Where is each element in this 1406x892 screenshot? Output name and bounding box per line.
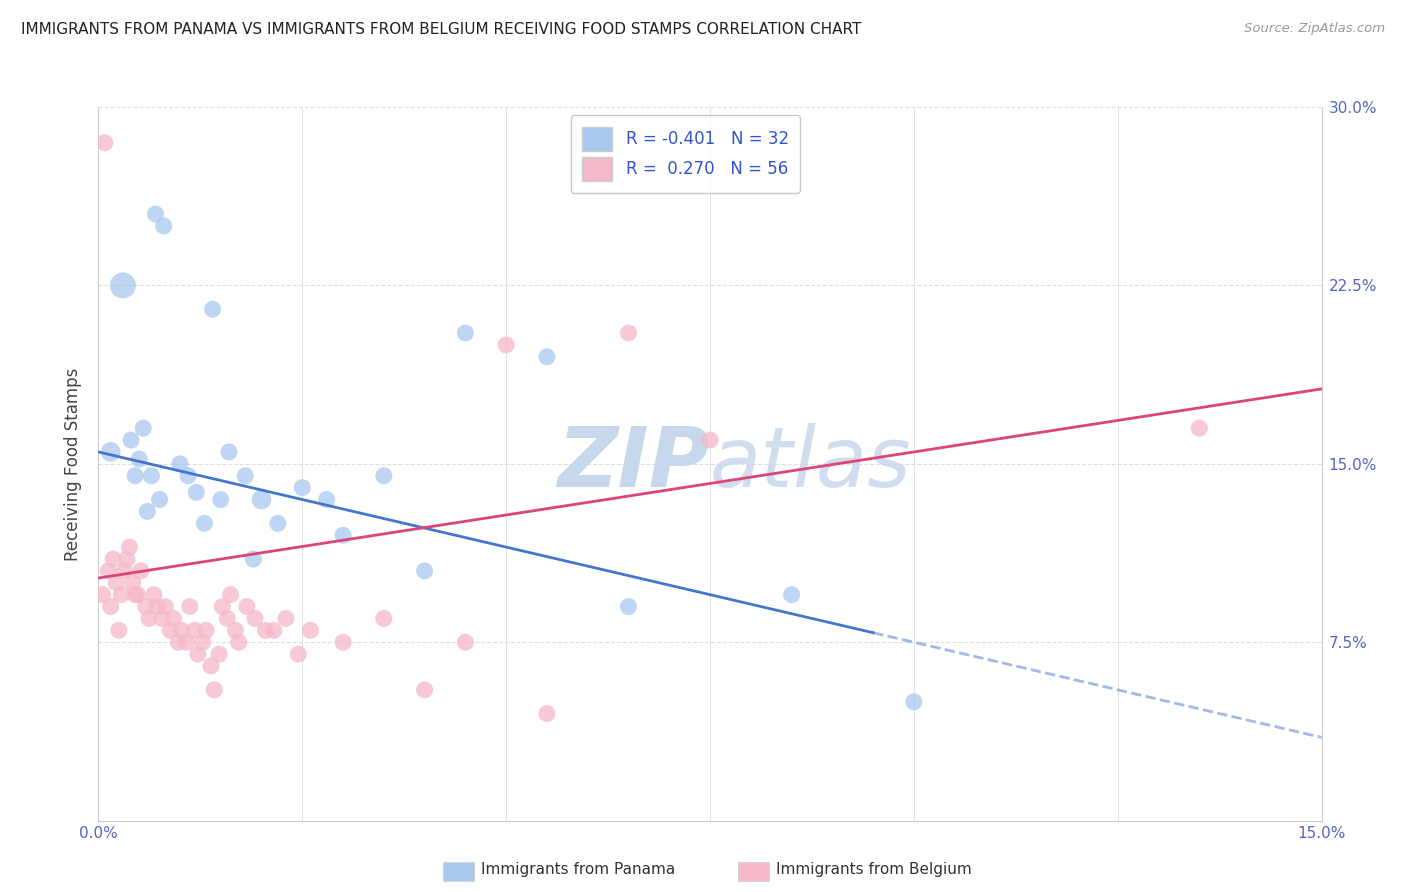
Text: ZIP: ZIP: [557, 424, 710, 504]
Point: [141, 468, 163, 483]
Point: [413, 682, 436, 697]
Point: [202, 682, 225, 697]
Point: [191, 635, 214, 649]
Legend: R = -0.401   N = 32, R =  0.270   N = 56: R = -0.401 N = 32, R = 0.270 N = 56: [571, 115, 800, 193]
Point: [155, 599, 177, 614]
Point: [228, 635, 250, 649]
Y-axis label: Receiving Food Stamps: Receiving Food Stamps: [63, 368, 82, 560]
Point: [100, 445, 122, 459]
Point: [193, 516, 215, 531]
Point: [254, 624, 277, 638]
Point: [128, 452, 150, 467]
Point: [209, 492, 232, 507]
Point: [167, 635, 190, 649]
Text: IMMIGRANTS FROM PANAMA VS IMMIGRANTS FROM BELGIUM RECEIVING FOOD STAMPS CORRELAT: IMMIGRANTS FROM PANAMA VS IMMIGRANTS FRO…: [21, 22, 862, 37]
Point: [287, 647, 309, 661]
Point: [142, 588, 165, 602]
Point: [291, 481, 314, 495]
Point: [454, 635, 477, 649]
Point: [263, 624, 285, 638]
Point: [299, 624, 322, 638]
Point: [124, 588, 146, 602]
Point: [454, 326, 477, 340]
Point: [332, 528, 354, 542]
Point: [187, 647, 209, 661]
Point: [236, 599, 259, 614]
Point: [201, 302, 224, 317]
Point: [146, 599, 169, 614]
Point: [132, 421, 155, 435]
Text: Immigrants from Belgium: Immigrants from Belgium: [776, 863, 972, 877]
Point: [145, 207, 167, 221]
Point: [91, 588, 114, 602]
Point: [315, 492, 337, 507]
Point: [169, 457, 191, 471]
Point: [100, 599, 122, 614]
Point: [121, 575, 143, 590]
Point: [242, 552, 264, 566]
Point: [179, 599, 201, 614]
Point: [903, 695, 925, 709]
Point: [274, 611, 297, 625]
Point: [110, 588, 132, 602]
Point: [217, 611, 239, 625]
Point: [124, 468, 146, 483]
Point: [170, 624, 193, 638]
Point: [780, 588, 803, 602]
Point: [233, 468, 256, 483]
Point: [617, 326, 640, 340]
Point: [413, 564, 436, 578]
Point: [1188, 421, 1211, 435]
Point: [699, 433, 721, 447]
Point: [159, 624, 181, 638]
Point: [373, 611, 395, 625]
Point: [176, 635, 198, 649]
Point: [152, 219, 174, 233]
Point: [186, 485, 208, 500]
Point: [111, 278, 134, 293]
Point: [267, 516, 290, 531]
Point: [250, 492, 273, 507]
Point: [162, 611, 184, 625]
Point: [138, 611, 160, 625]
Point: [224, 624, 246, 638]
Point: [211, 599, 233, 614]
Point: [218, 445, 240, 459]
Point: [495, 338, 517, 352]
Point: [195, 624, 218, 638]
Point: [120, 433, 142, 447]
Point: [108, 624, 131, 638]
Point: [243, 611, 266, 625]
Point: [208, 647, 231, 661]
Point: [129, 564, 152, 578]
Point: [150, 611, 173, 625]
Point: [114, 564, 136, 578]
Point: [135, 599, 157, 614]
Point: [219, 588, 242, 602]
Point: [136, 504, 159, 518]
Text: atlas: atlas: [710, 424, 911, 504]
Point: [105, 575, 128, 590]
Point: [177, 468, 200, 483]
Point: [115, 552, 138, 566]
Text: Immigrants from Panama: Immigrants from Panama: [481, 863, 675, 877]
Point: [101, 552, 124, 566]
Point: [183, 624, 205, 638]
Point: [97, 564, 120, 578]
Text: Source: ZipAtlas.com: Source: ZipAtlas.com: [1244, 22, 1385, 36]
Point: [94, 136, 117, 150]
Point: [373, 468, 395, 483]
Point: [127, 588, 149, 602]
Point: [332, 635, 354, 649]
Point: [149, 492, 172, 507]
Point: [200, 659, 222, 673]
Point: [118, 540, 141, 554]
Point: [536, 706, 558, 721]
Point: [617, 599, 640, 614]
Point: [536, 350, 558, 364]
